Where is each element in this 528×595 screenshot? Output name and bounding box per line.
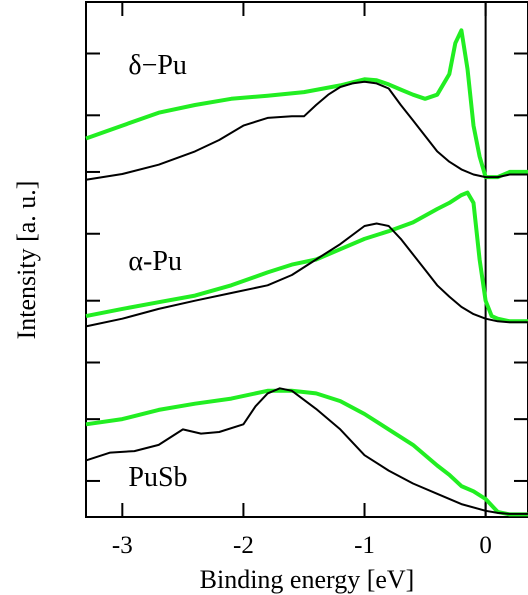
x-tick-label: 0: [479, 532, 492, 559]
plot-area: δ−Pu α-Pu PuSb: [85, 1, 528, 518]
x-tick-labels: -3 -2 -1 0: [112, 532, 492, 559]
series-group: [85, 28, 528, 517]
series-theory-1: [85, 222, 528, 328]
panel-labels: δ−Pu α-Pu PuSb: [128, 50, 187, 493]
panel-label-1: α-Pu: [128, 246, 182, 277]
panel-label-2: PuSb: [128, 462, 187, 493]
series-experiment-2: [85, 388, 528, 517]
y-axis-label: Intensity [a. u.]: [12, 181, 41, 340]
x-tick-label: -2: [233, 532, 254, 559]
plot-frame: [85, 1, 528, 518]
series-experiment-1: [85, 190, 528, 324]
panel-label-0: δ−Pu: [128, 50, 187, 81]
x-tick-label: -3: [112, 532, 133, 559]
series-experiment-0: [85, 28, 528, 180]
x-axis-label: Binding energy [eV]: [200, 565, 415, 594]
series-theory-0: [85, 80, 528, 181]
x-tick-label: -1: [354, 532, 375, 559]
series-theory-2: [85, 387, 528, 515]
